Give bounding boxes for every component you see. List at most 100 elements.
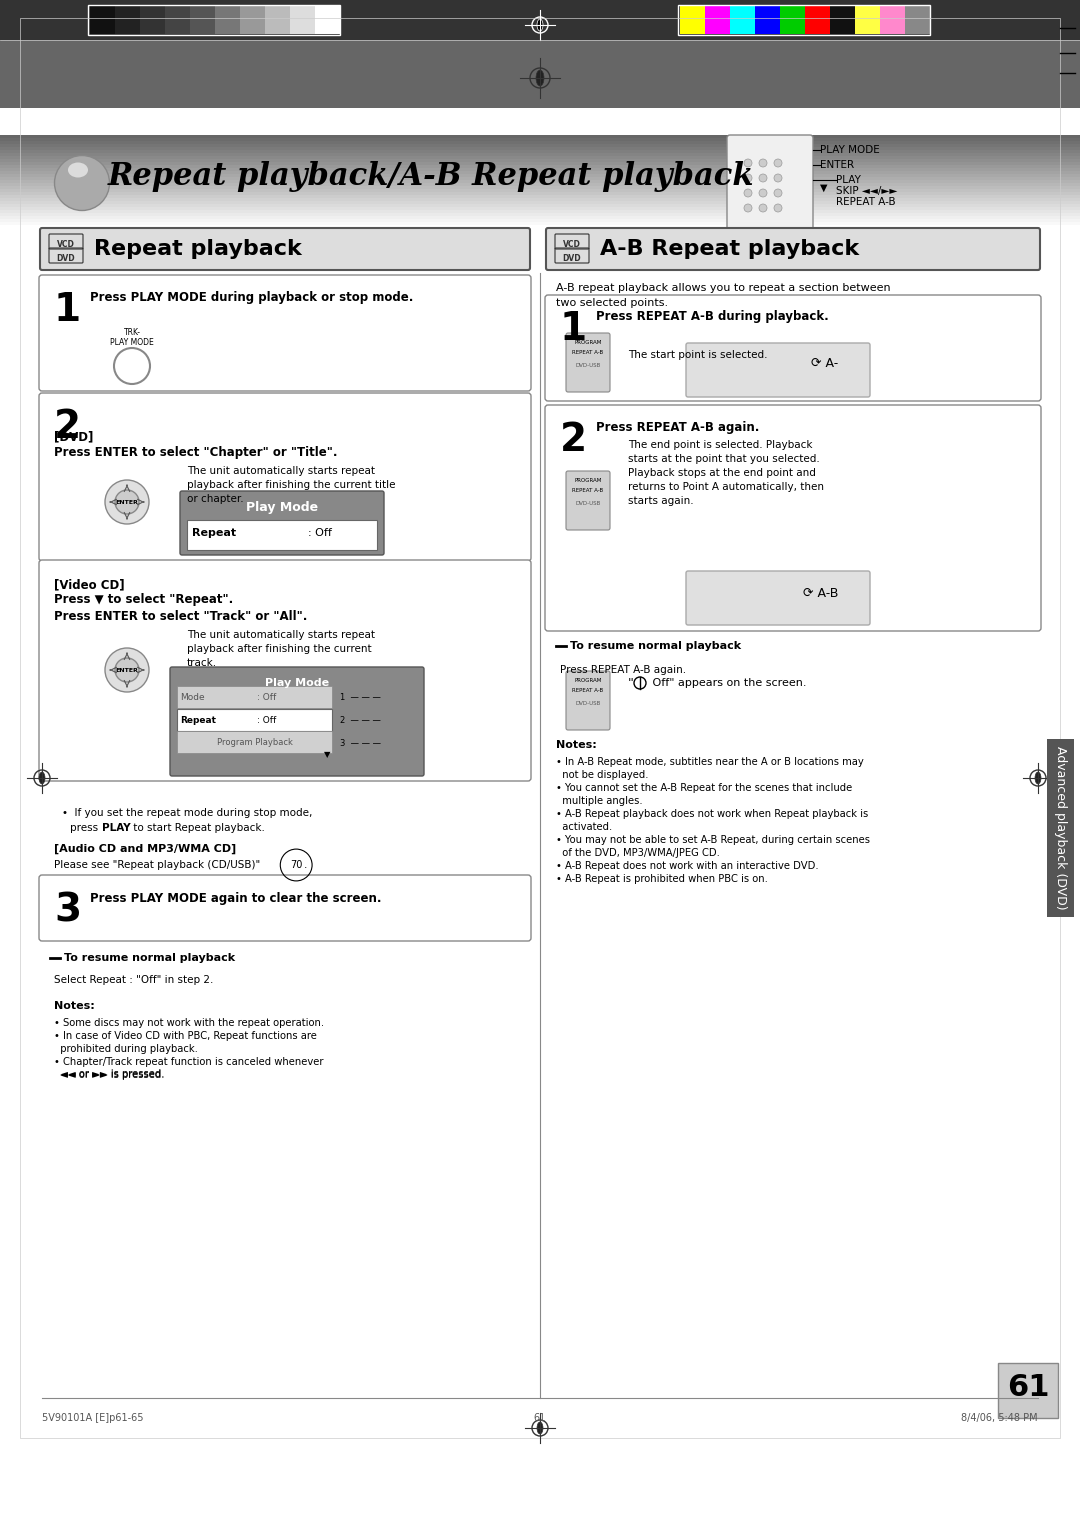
Text: Play Mode: Play Mode	[265, 678, 329, 688]
Text: Notes:: Notes:	[556, 740, 597, 750]
Bar	[190, 6, 215, 34]
Text: PLAY MODE: PLAY MODE	[820, 145, 880, 154]
FancyBboxPatch shape	[566, 471, 610, 530]
Text: • A-B Repeat is prohibited when PBC is on.: • A-B Repeat is prohibited when PBC is o…	[556, 874, 768, 885]
Text: • Some discs may not work with the repeat operation.: • Some discs may not work with the repea…	[54, 1018, 324, 1028]
Circle shape	[774, 174, 782, 182]
Bar	[215, 6, 240, 34]
Bar	[0, 189, 1080, 193]
Text: 2: 2	[54, 408, 81, 446]
Bar	[805, 6, 831, 34]
FancyBboxPatch shape	[39, 275, 531, 391]
Text: [Video CD]: [Video CD]	[54, 578, 124, 591]
Text: Repeat playback: Repeat playback	[94, 238, 301, 260]
Text: To resume normal playback: To resume normal playback	[570, 642, 741, 651]
FancyBboxPatch shape	[180, 490, 384, 555]
Text: ENTER: ENTER	[116, 500, 138, 504]
Bar	[0, 183, 1080, 186]
FancyBboxPatch shape	[170, 668, 424, 776]
Ellipse shape	[536, 70, 544, 86]
Bar	[265, 6, 291, 34]
Ellipse shape	[1035, 772, 1041, 784]
Text: • In case of Video CD with PBC, Repeat functions are: • In case of Video CD with PBC, Repeat f…	[54, 1031, 316, 1041]
Text: • Chapter/Track repeat function is canceled whenever: • Chapter/Track repeat function is cance…	[54, 1057, 326, 1067]
FancyBboxPatch shape	[566, 333, 610, 393]
Circle shape	[744, 205, 752, 212]
Bar	[0, 162, 1080, 165]
Bar	[0, 186, 1080, 189]
Bar	[0, 141, 1080, 144]
Text: SKIP ◄◄/►►: SKIP ◄◄/►►	[836, 186, 897, 196]
Text: ⟳ A-: ⟳ A-	[811, 356, 838, 370]
Ellipse shape	[54, 156, 109, 211]
Text: • In A-B Repeat mode, subtitles near the A or B locations may: • In A-B Repeat mode, subtitles near the…	[556, 756, 864, 767]
Text: PLAY: PLAY	[102, 824, 131, 833]
Bar	[187, 520, 377, 550]
Text: [DVD]: [DVD]	[54, 429, 93, 443]
Bar	[0, 165, 1080, 168]
Bar	[730, 6, 755, 34]
Text: ENTER: ENTER	[820, 160, 854, 170]
Text: REPEAT A-B: REPEAT A-B	[836, 197, 895, 206]
Text: not be displayed.: not be displayed.	[556, 770, 648, 779]
Text: Press ENTER to select "Track" or "All".: Press ENTER to select "Track" or "All".	[54, 610, 308, 623]
Text: 3  — — —: 3 — — —	[340, 738, 381, 747]
Bar	[315, 6, 340, 34]
Text: to start Repeat playback.: to start Repeat playback.	[130, 824, 265, 833]
Text: A-B Repeat playback: A-B Repeat playback	[600, 238, 859, 260]
Bar	[0, 150, 1080, 153]
Text: Press ENTER to select "Chapter" or "Title".: Press ENTER to select "Chapter" or "Titl…	[54, 446, 337, 458]
Text: Press REPEAT A-B again.: Press REPEAT A-B again.	[561, 665, 686, 675]
Text: Notes:: Notes:	[54, 1001, 95, 1012]
Bar	[90, 6, 114, 34]
Bar	[705, 6, 730, 34]
Text: Please see "Repeat playback (CD/USB)": Please see "Repeat playback (CD/USB)"	[54, 860, 264, 869]
Text: The start point is selected.: The start point is selected.	[627, 350, 768, 361]
Text: The unit automatically starts repeat
playback after finishing the current title
: The unit automatically starts repeat pla…	[187, 466, 395, 504]
Bar	[0, 219, 1080, 222]
Text: • You cannot set the A-B Repeat for the scenes that include: • You cannot set the A-B Repeat for the …	[556, 782, 852, 793]
Bar	[165, 6, 190, 34]
Text: PROGRAM: PROGRAM	[575, 678, 602, 683]
Circle shape	[759, 159, 767, 167]
Text: Off" appears on the screen.: Off" appears on the screen.	[649, 678, 807, 688]
Text: ⟳ A-B: ⟳ A-B	[802, 587, 838, 599]
Circle shape	[114, 348, 150, 384]
FancyBboxPatch shape	[39, 393, 531, 561]
Bar	[0, 174, 1080, 177]
Text: ◄◄ or ►► is pressed.: ◄◄ or ►► is pressed.	[54, 1070, 164, 1079]
Text: Press PLAY MODE again to clear the screen.: Press PLAY MODE again to clear the scree…	[90, 891, 381, 905]
Bar	[0, 215, 1080, 219]
Text: PROGRAM: PROGRAM	[575, 341, 602, 345]
Text: PLAY: PLAY	[836, 176, 861, 185]
Bar	[0, 193, 1080, 196]
Bar	[240, 6, 265, 34]
Text: • A-B Repeat playback does not work when Repeat playback is: • A-B Repeat playback does not work when…	[556, 808, 868, 819]
Bar	[678, 5, 930, 35]
Text: REPEAT A-B: REPEAT A-B	[572, 487, 604, 494]
Bar	[780, 6, 805, 34]
FancyBboxPatch shape	[39, 876, 531, 941]
Bar	[0, 0, 1080, 40]
Bar	[0, 134, 1080, 138]
Bar	[0, 202, 1080, 205]
Bar	[0, 209, 1080, 212]
Bar	[0, 212, 1080, 215]
FancyBboxPatch shape	[686, 571, 870, 625]
Ellipse shape	[39, 772, 45, 784]
Circle shape	[774, 205, 782, 212]
Text: The end point is selected. Playback
starts at the point that you selected.
Playb: The end point is selected. Playback star…	[627, 440, 824, 506]
Text: The unit automatically starts repeat
playback after finishing the current
track.: The unit automatically starts repeat pla…	[187, 630, 375, 668]
Bar	[140, 6, 165, 34]
Text: Press ▼ to select "Repeat".: Press ▼ to select "Repeat".	[54, 593, 233, 607]
Circle shape	[759, 189, 767, 197]
Circle shape	[744, 189, 752, 197]
Text: 1  — — —: 1 — — —	[340, 692, 381, 701]
Text: VCD: VCD	[57, 240, 75, 249]
Bar	[0, 40, 1080, 108]
Text: DVD-USB: DVD-USB	[576, 364, 600, 368]
Bar	[87, 5, 340, 35]
Bar	[114, 6, 140, 34]
Ellipse shape	[537, 1423, 543, 1433]
Bar	[0, 147, 1080, 150]
